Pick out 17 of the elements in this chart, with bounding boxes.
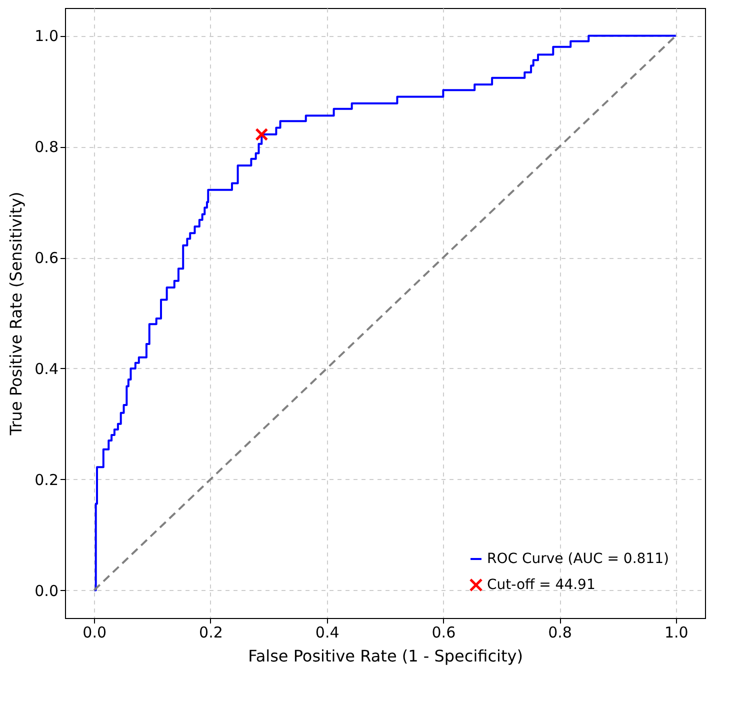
x-tick-label: 0.8 (548, 624, 572, 642)
y-tick-label: 0.8 (34, 138, 58, 156)
y-tick-label: 0.6 (34, 249, 58, 268)
legend-label: ROC Curve (AUC = 0.811) (487, 551, 669, 567)
x-tick-label: 0.6 (432, 624, 456, 642)
line-series (93, 34, 677, 592)
y-tick-label: 1.0 (34, 27, 58, 46)
x-tick-label: 0.0 (82, 624, 107, 642)
x-axis-title: False Positive Rate (1 - Specificity) (248, 646, 523, 666)
y-axis-title: True Positive Rate (Sensitivity) (6, 192, 26, 436)
y-tick-label: 0.2 (34, 470, 58, 489)
x-tick-label: 0.4 (315, 624, 340, 642)
x-tick-label: 1.0 (664, 624, 688, 642)
y-tick-label: 0.0 (34, 582, 58, 600)
y-tick-label: 0.4 (34, 360, 58, 378)
x-tick-label: 0.2 (199, 624, 223, 642)
legend-label: Cut-off = 44.91 (487, 577, 596, 593)
